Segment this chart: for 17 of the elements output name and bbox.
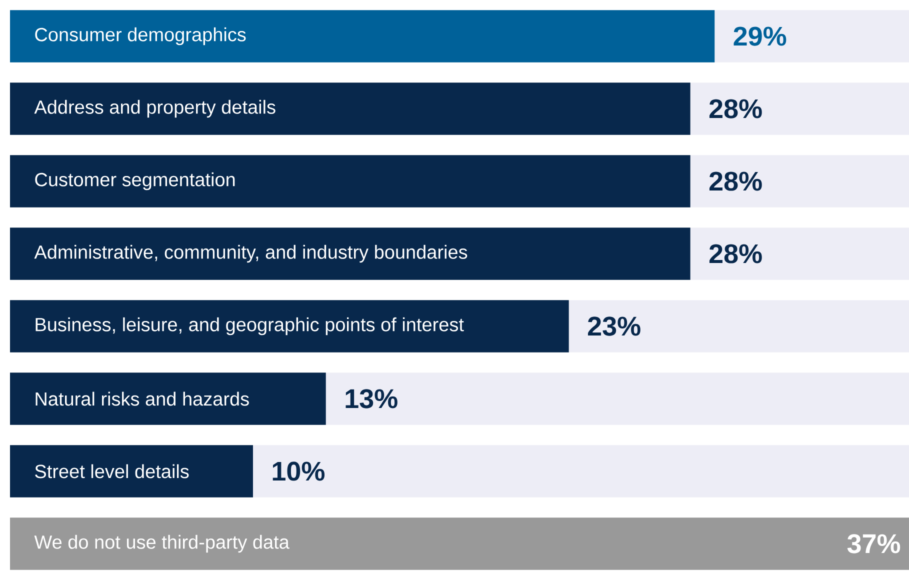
data-label: 23% <box>588 316 640 336</box>
data-label: 37% <box>847 534 900 554</box>
data-label: 13% <box>346 389 398 408</box>
data-label: 28% <box>709 244 762 264</box>
y-tick-label: Natural risks and hazards <box>36 392 249 406</box>
data-label: 10% <box>272 462 325 481</box>
y-tick-label: Customer segmentation <box>35 172 235 190</box>
y-tick-label: Street level details <box>35 464 189 478</box>
y-tick-label: Address and property details <box>34 100 276 118</box>
bar <box>10 518 909 570</box>
y-tick-label: Business, leisure, and geographic points of interest <box>36 317 464 336</box>
y-tick-label: Administrative, community, and industry boundaries <box>34 244 468 263</box>
data-label: 28% <box>709 99 762 118</box>
y-tick-label: We do not use third-party data <box>34 534 290 553</box>
data-label: 29% <box>734 26 786 46</box>
y-tick-label: Consumer demographics <box>35 27 246 46</box>
data-label: 28% <box>709 172 762 191</box>
